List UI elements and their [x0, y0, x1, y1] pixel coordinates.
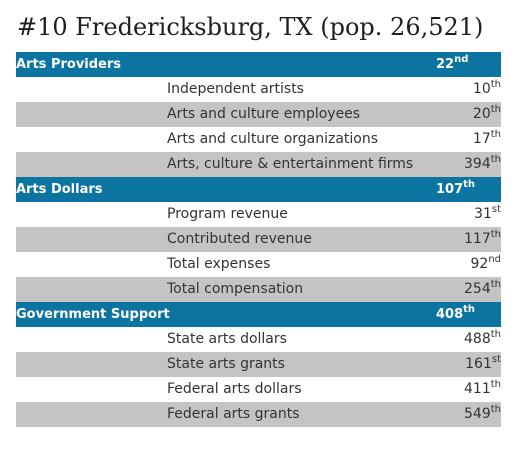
row-rank-number: 394 — [464, 156, 491, 172]
row-rank-suffix: th — [490, 229, 501, 240]
row-rank-suffix: st — [491, 354, 501, 365]
section-rank-number: 107 — [436, 182, 464, 197]
section-rank: 408th — [436, 302, 475, 328]
table-row: State arts grants 161st — [16, 352, 501, 377]
row-rank-number: 549 — [464, 406, 491, 422]
section-rank-suffix: th — [463, 179, 476, 190]
section-header-arts-dollars: Arts Dollars 107th — [16, 177, 501, 202]
row-rank-suffix: th — [490, 79, 501, 90]
row-label: State arts grants — [167, 356, 285, 372]
row-rank-suffix: th — [490, 129, 501, 140]
row-rank-number: 10 — [472, 81, 491, 97]
section-rank: 107th — [436, 177, 475, 203]
row-rank-suffix: th — [490, 279, 501, 290]
row-label: Program revenue — [167, 206, 288, 222]
row-rank-number: 92 — [470, 256, 489, 272]
row-rank: 161st — [465, 352, 501, 378]
table-row: Independent artists 10th — [16, 77, 501, 102]
row-rank: 10th — [473, 77, 501, 103]
row-label: Federal arts dollars — [167, 381, 302, 397]
row-rank: 31st — [474, 202, 501, 228]
row-label: Federal arts grants — [167, 406, 300, 422]
row-rank-number: 20 — [472, 106, 491, 122]
row-rank-suffix: th — [490, 379, 501, 390]
table-row: Arts and culture employees 20th — [16, 102, 501, 127]
table-row: Arts and culture organizations 17th — [16, 127, 501, 152]
row-rank-number: 411 — [464, 381, 491, 397]
table-row: Federal arts grants 549th — [16, 402, 501, 427]
row-rank-suffix: nd — [488, 254, 501, 265]
row-rank: 394th — [464, 152, 501, 178]
row-label: Arts, culture & entertainment firms — [167, 156, 414, 172]
section-header-arts-providers: Arts Providers 22nd — [16, 52, 501, 77]
table-row: Arts, culture & entertainment firms 394t… — [16, 152, 501, 177]
table-row: Program revenue 31st — [16, 202, 501, 227]
section-label: Arts Providers — [16, 57, 122, 72]
section-header-government-support: Government Support 408th — [16, 302, 501, 327]
row-label: Independent artists — [167, 81, 304, 97]
section-rank: 22nd — [436, 52, 468, 78]
section-rank-number: 22 — [436, 57, 455, 72]
table-row: Total expenses 92nd — [16, 252, 501, 277]
section-rank-suffix: nd — [454, 54, 469, 65]
page-title: #10 Fredericksburg, TX (pop. 26,521) — [17, 13, 484, 41]
table-row: Contributed revenue 117th — [16, 227, 501, 252]
section-rank-suffix: th — [463, 304, 476, 315]
row-rank-suffix: st — [491, 204, 501, 215]
row-rank: 17th — [473, 127, 501, 153]
row-rank: 549th — [464, 402, 501, 428]
row-rank: 411th — [464, 377, 501, 403]
row-label: Total expenses — [167, 256, 271, 272]
row-rank-number: 488 — [464, 331, 491, 347]
row-rank-number: 17 — [472, 131, 491, 147]
section-label: Government Support — [16, 307, 170, 322]
section-rank-number: 408 — [436, 307, 464, 322]
row-rank-suffix: th — [490, 404, 501, 415]
row-label: Total compensation — [167, 281, 304, 297]
table-row: State arts dollars 488th — [16, 327, 501, 352]
row-rank: 20th — [473, 102, 501, 128]
row-rank-suffix: th — [490, 104, 501, 115]
row-rank: 117th — [464, 227, 501, 253]
row-rank-number: 31 — [474, 206, 492, 222]
row-rank-number: 117 — [464, 231, 491, 247]
row-rank-suffix: th — [490, 154, 501, 165]
row-label: Arts and culture organizations — [167, 131, 379, 147]
row-rank: 488th — [464, 327, 501, 353]
row-label: Contributed revenue — [167, 231, 312, 247]
row-rank: 254th — [464, 277, 501, 303]
row-label: Arts and culture employees — [167, 106, 361, 122]
row-label: State arts dollars — [167, 331, 287, 347]
row-rank-suffix: th — [490, 329, 501, 340]
table-row: Total compensation 254th — [16, 277, 501, 302]
section-label: Arts Dollars — [16, 182, 103, 197]
row-rank: 92nd — [470, 252, 501, 278]
rank-table: Arts Providers 22nd Independent artists … — [16, 52, 501, 427]
row-rank-number: 161 — [465, 356, 492, 372]
table-row: Federal arts dollars 411th — [16, 377, 501, 402]
row-rank-number: 254 — [464, 281, 491, 297]
